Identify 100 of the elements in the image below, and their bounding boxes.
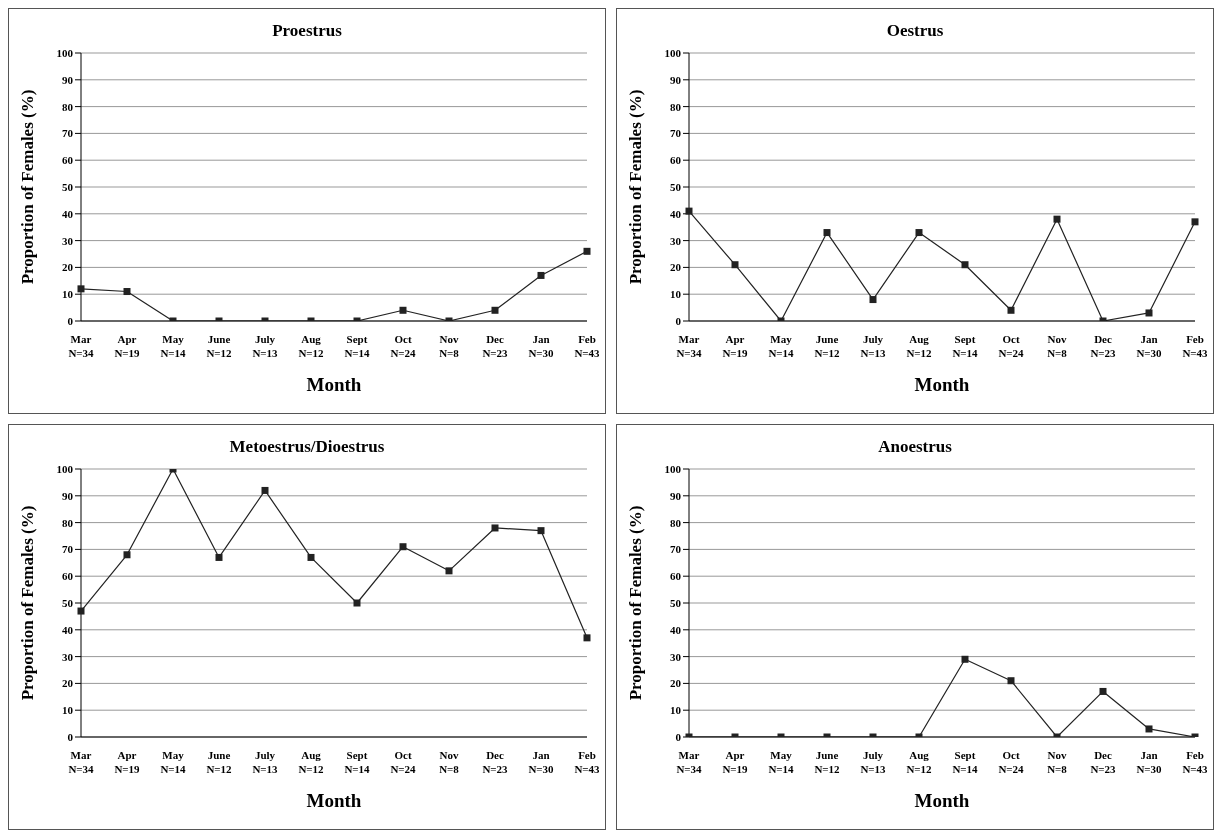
x-tick-label: Sept N=14: [952, 333, 979, 359]
point: [915, 229, 923, 237]
y-tick-label: 70: [670, 127, 682, 140]
x-tick-label: June N=12: [206, 749, 233, 775]
y-tick-label: 0: [67, 314, 74, 327]
y-tick-label: 70: [670, 543, 682, 556]
x-tick-label: Jan N=30: [1136, 333, 1163, 359]
y-tick-label: 60: [62, 154, 74, 167]
y-tick-label: 10: [62, 704, 74, 717]
y-tick-label: 50: [62, 596, 74, 609]
y-tick-label: 0: [67, 730, 74, 743]
x-tick-label: Dec N=23: [482, 333, 509, 359]
y-tick-label: 50: [62, 180, 74, 193]
x-tick-label: Dec N=23: [482, 749, 509, 775]
y-tick-label: 90: [62, 73, 74, 86]
y-axis-title: Proportion of Females (%): [18, 89, 38, 285]
x-tick-label: Apr N=19: [114, 749, 141, 775]
point: [869, 296, 877, 304]
y-tick-label: 100: [56, 462, 74, 475]
y-tick-label: 80: [670, 100, 682, 113]
y-tick-label: 50: [670, 180, 682, 193]
y-axis-title: Proportion of Females (%): [18, 505, 38, 701]
point: [537, 527, 545, 535]
point: [445, 567, 453, 575]
point: [1053, 215, 1061, 223]
y-tick-label: 10: [670, 704, 682, 717]
x-tick-label: Feb N=43: [1182, 333, 1209, 359]
y-tick-label: 50: [670, 596, 682, 609]
x-tick-label: Aug N=12: [298, 333, 325, 359]
y-tick-label: 20: [62, 677, 74, 690]
y-tick-label: 100: [56, 46, 74, 59]
x-tick-label: Apr N=19: [722, 749, 749, 775]
y-axis-title: Proportion of Females (%): [626, 505, 646, 701]
x-tick-label: Nov N=8: [1047, 749, 1068, 775]
point: [823, 229, 831, 237]
y-tick-label: 70: [62, 127, 74, 140]
x-tick-label: Oct N=24: [998, 333, 1025, 359]
chart-title: Metoestrus/Dioestrus: [228, 437, 386, 457]
x-tick-label: Feb N=43: [574, 749, 601, 775]
y-tick-label: 0: [675, 730, 682, 743]
y-tick-label: 20: [670, 261, 682, 274]
x-axis-title: Month: [306, 374, 362, 395]
y-tick-label: 10: [62, 288, 74, 301]
x-tick-label: July N=13: [252, 749, 279, 775]
x-tick-label: July N=13: [860, 333, 887, 359]
point: [685, 207, 693, 215]
y-tick-label: 20: [670, 677, 682, 690]
x-tick-label: Jan N=30: [1136, 749, 1163, 775]
x-tick-label: Mar N=34: [676, 333, 703, 359]
point: [261, 486, 269, 494]
chart-title: Oestrus: [885, 21, 945, 41]
x-tick-label: May N=14: [768, 333, 795, 359]
x-axis-title: Month: [306, 790, 362, 811]
y-tick-label: 30: [62, 234, 74, 247]
y-tick-label: 30: [670, 650, 682, 663]
point: [731, 261, 739, 269]
y-tick-label: 60: [62, 570, 74, 583]
y-tick-label: 40: [62, 207, 74, 220]
chart-title: Anoestrus: [877, 437, 953, 457]
y-tick-label: 90: [670, 73, 682, 86]
x-tick-label: Aug N=12: [906, 333, 933, 359]
x-tick-label: May N=14: [160, 749, 187, 775]
y-tick-label: 60: [670, 570, 682, 583]
point: [491, 524, 499, 532]
y-tick-label: 100: [664, 462, 682, 475]
x-tick-label: May N=14: [768, 749, 795, 775]
y-tick-label: 30: [62, 650, 74, 663]
point: [215, 553, 223, 561]
chart-title: Proestrus: [271, 21, 343, 41]
point: [353, 599, 361, 607]
x-tick-label: Sept N=14: [952, 749, 979, 775]
point: [77, 607, 85, 615]
x-tick-label: May N=14: [160, 333, 187, 359]
y-tick-label: 40: [670, 207, 682, 220]
x-axis-title: Month: [914, 790, 970, 811]
x-tick-label: July N=13: [860, 749, 887, 775]
y-axis-title: Proportion of Females (%): [626, 89, 646, 285]
x-tick-label: July N=13: [252, 333, 279, 359]
x-tick-label: Apr N=19: [114, 333, 141, 359]
x-tick-label: Jan N=30: [528, 333, 555, 359]
y-tick-label: 10: [670, 288, 682, 301]
y-tick-label: 0: [675, 314, 682, 327]
x-tick-label: Nov N=8: [439, 333, 460, 359]
y-tick-label: 40: [62, 623, 74, 636]
x-tick-label: Nov N=8: [1047, 333, 1068, 359]
x-tick-label: Feb N=43: [1182, 749, 1209, 775]
x-tick-label: Dec N=23: [1090, 333, 1117, 359]
y-tick-label: 100: [664, 46, 682, 59]
y-tick-label: 80: [62, 516, 74, 529]
point: [583, 634, 591, 642]
x-tick-label: Jan N=30: [528, 749, 555, 775]
x-tick-label: Oct N=24: [390, 333, 417, 359]
x-tick-label: Mar N=34: [68, 749, 95, 775]
x-tick-label: Apr N=19: [722, 333, 749, 359]
point: [123, 551, 131, 559]
point: [399, 543, 407, 551]
x-axis-title: Month: [914, 374, 970, 395]
y-tick-label: 90: [62, 489, 74, 502]
x-tick-label: Mar N=34: [68, 333, 95, 359]
y-tick-label: 80: [670, 516, 682, 529]
